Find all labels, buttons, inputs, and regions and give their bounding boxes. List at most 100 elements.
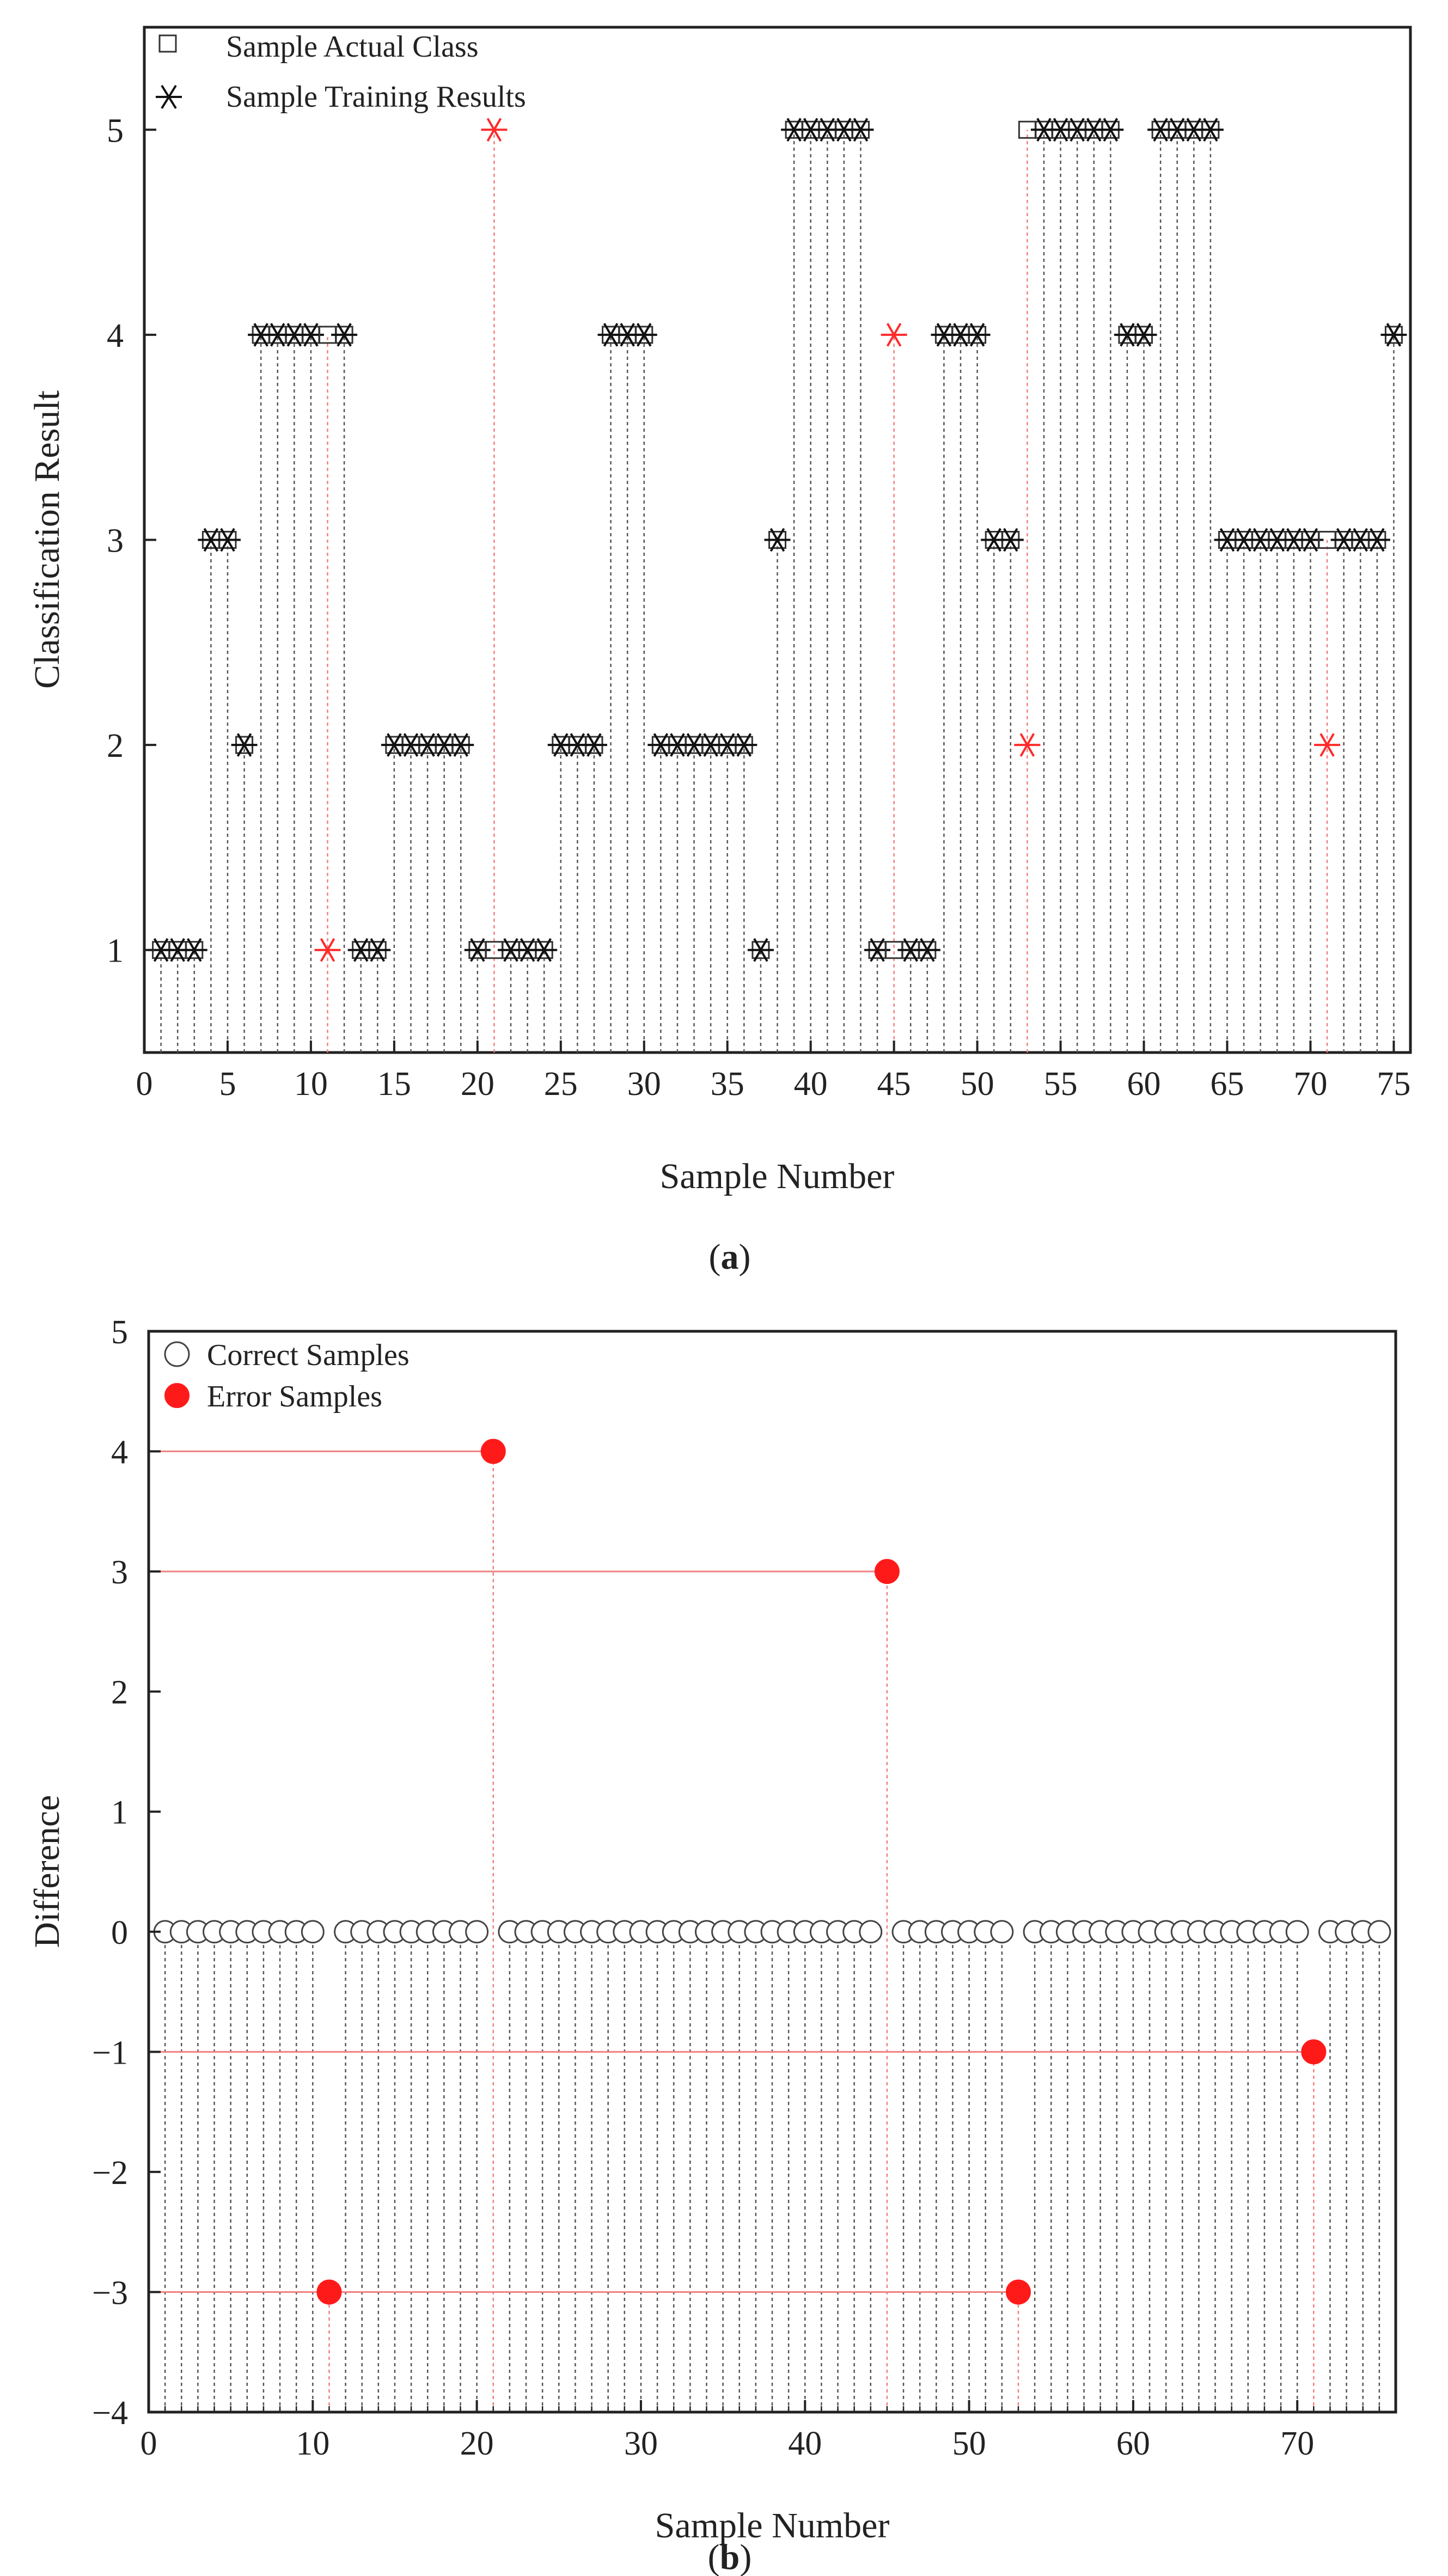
chart-b-legend: Correct Samples Error Samples	[164, 1338, 410, 1414]
x-tick-label: 20	[461, 1066, 494, 1103]
error-sample-marker	[874, 1559, 900, 1584]
x-tick-label: 0	[140, 2425, 157, 2462]
y-tick-label: 4	[111, 1434, 128, 1471]
error-sample-marker	[316, 2279, 342, 2305]
chart-b-panel-label: (b)	[708, 2537, 752, 2576]
correct-sample-marker	[859, 1920, 883, 1944]
chart-b-plot-frame	[147, 1330, 1397, 2414]
y-tick-label: 4	[107, 317, 124, 354]
x-tick-label: 30	[624, 2425, 658, 2462]
error-training-result-marker	[881, 323, 907, 347]
x-tick-label: 30	[627, 1066, 661, 1103]
x-tick-label: 10	[294, 1066, 328, 1103]
x-tick-label: 5	[219, 1066, 236, 1103]
y-tick-label: 3	[107, 523, 124, 560]
training-result-marker	[214, 528, 241, 552]
x-tick-label: 70	[1280, 2425, 1314, 2462]
y-tick-label: 0	[111, 1914, 128, 1951]
legend-actual-class-label: Sample Actual Class	[226, 30, 479, 64]
training-result-marker	[181, 938, 207, 962]
training-result-marker	[847, 118, 874, 142]
error-sample-marker	[1301, 2039, 1327, 2065]
training-result-marker	[1364, 528, 1390, 552]
legend-correct-samples-label: Correct Samples	[207, 1338, 410, 1372]
x-tick-label: 40	[788, 2425, 822, 2462]
x-tick-label: 55	[1044, 1066, 1078, 1103]
correct-sample-marker	[1285, 1920, 1309, 1944]
error-sample-marker	[480, 1439, 506, 1464]
chart-a-y-ticks: 1 2 3 4 5	[107, 112, 156, 970]
chart-a-x-ticks: 0 5 10 15 20 25 30 35 40 45 50 55 60 65 70 75	[136, 1041, 1410, 1103]
chart-b-y-ticks: −4 −3 −2 −1 0 1 2 3 4 5	[92, 1314, 161, 2432]
training-result-marker	[1197, 118, 1224, 142]
chart-b-x-ticks: 0 10 20 30 40 50 60 70	[140, 2400, 1397, 2462]
correct-sample-marker	[990, 1920, 1014, 1944]
error-training-result-marker	[1014, 733, 1041, 757]
x-tick-label: 60	[1127, 1066, 1161, 1103]
training-result-marker	[448, 733, 474, 757]
correct-sample-marker	[465, 1920, 489, 1944]
chart-b-x-axis-label: Sample Number	[655, 2506, 890, 2546]
training-result-marker	[364, 938, 391, 962]
legend-correct-samples-symbol	[164, 1341, 190, 1367]
training-result-marker	[1097, 118, 1124, 142]
y-tick-label: 1	[107, 933, 124, 970]
x-tick-label: 40	[794, 1066, 828, 1103]
chart-b-y-axis-label: Difference	[27, 1795, 67, 1948]
legend-actual-class-symbol	[158, 34, 177, 53]
error-sample-marker	[1005, 2279, 1031, 2305]
chart-a-y-axis-label: Classification Result	[27, 390, 67, 689]
chart-a-x-axis-label: Sample Number	[660, 1157, 895, 1196]
chart-a-legend: Sample Actual Class Sample Training Resu…	[156, 30, 526, 114]
x-tick-label: 25	[544, 1066, 578, 1103]
chart-b: 0 10 20 30 40 50 60 70 −4 −3 −2 −1 0 1 2 3 4 5 Correct S…	[27, 1314, 1397, 2576]
x-tick-label: 65	[1210, 1066, 1244, 1103]
correct-sample-marker	[1367, 1920, 1391, 1944]
legend-error-samples-symbol	[164, 1383, 190, 1408]
error-training-result-marker	[314, 938, 341, 962]
training-result-marker	[581, 733, 607, 757]
x-tick-label: 70	[1293, 1066, 1327, 1103]
training-result-marker	[1380, 323, 1407, 347]
training-result-marker	[914, 938, 940, 962]
x-tick-label: 15	[377, 1066, 411, 1103]
y-tick-label: −3	[92, 2274, 128, 2311]
legend-training-results-label: Sample Training Results	[226, 80, 526, 114]
chart-a-drop-lines	[160, 130, 1395, 1053]
training-result-marker	[631, 323, 657, 347]
training-result-marker	[531, 938, 558, 962]
y-tick-label: 5	[111, 1314, 128, 1351]
training-result-marker	[997, 528, 1024, 552]
x-tick-label: 75	[1377, 1066, 1410, 1103]
training-result-marker	[747, 938, 774, 962]
chart-a-panel-label: (a)	[709, 1237, 751, 1277]
x-tick-label: 35	[711, 1066, 744, 1103]
training-result-marker	[731, 733, 757, 757]
y-tick-label: 2	[111, 1674, 128, 1711]
training-result-marker	[1131, 323, 1157, 347]
y-tick-label: −2	[92, 2155, 128, 2192]
y-tick-label: 3	[111, 1554, 128, 1591]
y-tick-label: 2	[107, 727, 124, 764]
x-tick-label: 50	[961, 1066, 994, 1103]
chart-a-markers	[148, 118, 1407, 962]
x-tick-label: 20	[460, 2425, 494, 2462]
chart-b-drop-lines	[149, 1451, 1380, 2412]
training-result-marker	[964, 323, 991, 347]
legend-error-samples-label: Error Samples	[207, 1380, 382, 1414]
correct-sample-marker	[301, 1920, 325, 1944]
y-tick-label: 1	[111, 1794, 128, 1831]
chart-b-markers	[153, 1439, 1391, 2305]
y-tick-label: −1	[92, 2034, 128, 2071]
y-tick-label: 5	[107, 112, 124, 149]
x-tick-label: 50	[952, 2425, 986, 2462]
x-tick-label: 45	[877, 1066, 911, 1103]
y-tick-label: −4	[92, 2395, 128, 2432]
x-tick-label: 10	[296, 2425, 329, 2462]
x-tick-label: 0	[136, 1066, 153, 1103]
error-training-result-marker	[1314, 733, 1341, 757]
error-training-result-marker	[481, 118, 508, 142]
training-result-marker	[231, 733, 258, 757]
